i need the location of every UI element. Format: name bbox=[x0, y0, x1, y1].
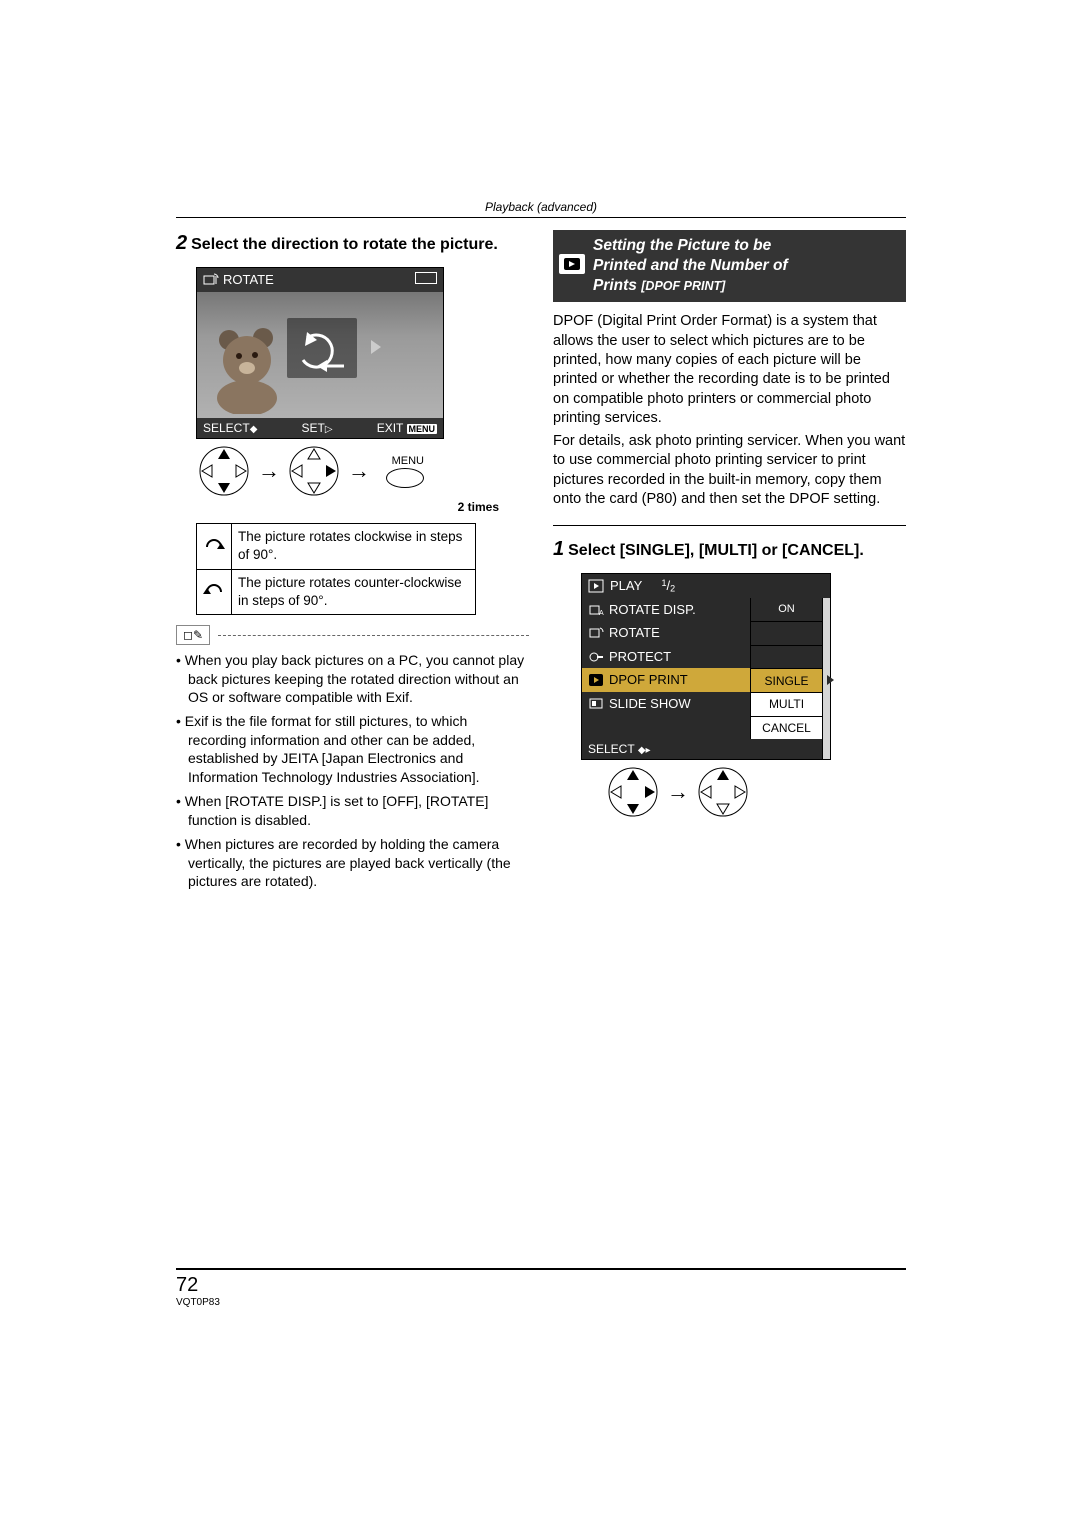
rotate-disp-icon: A bbox=[588, 603, 604, 617]
header-category: Playback (advanced) bbox=[176, 200, 906, 218]
play-menu-title: PLAY 1/2 bbox=[582, 574, 830, 598]
notes-divider: ◻✎ bbox=[176, 625, 529, 645]
dpad-sequence: → → MENU bbox=[198, 445, 529, 497]
menu-page: 1/2 bbox=[662, 577, 676, 595]
slideshow-icon bbox=[588, 697, 604, 711]
play-menu-illustration: PLAY 1/2 AROTATE DISP. ON ROTATE bbox=[553, 573, 906, 760]
rotate-direction-table: The picture rotates clockwise in steps o… bbox=[196, 523, 476, 615]
menu-row-cancel: CANCEL bbox=[582, 716, 822, 739]
dpof-menu-icon bbox=[588, 673, 604, 687]
notes-dashes bbox=[218, 635, 529, 636]
right-column: Setting the Picture to be Printed and th… bbox=[553, 230, 906, 897]
rotate-title-icon bbox=[203, 273, 219, 287]
dpof-paragraph-1: DPOF (Digital Print Order Format) is a s… bbox=[553, 312, 906, 428]
note-item: When you play back pictures on a PC, you… bbox=[176, 651, 529, 706]
menu-oval-icon bbox=[386, 468, 424, 488]
menu-row-slide-show: SLIDE SHOW MULTI bbox=[582, 692, 822, 716]
banner-line2: Printed and the Number of bbox=[593, 256, 898, 276]
table-row: The picture rotates clockwise in steps o… bbox=[197, 524, 476, 569]
menu-row-protect: PROTECT bbox=[582, 645, 822, 669]
lcd-footer: SELECT◆ SET▷ EXIT MENU bbox=[197, 418, 443, 439]
menu-select-bar: SELECT ◆▸ bbox=[582, 739, 822, 760]
rotate-direction-overlay bbox=[287, 318, 357, 378]
menu-button-graphic: MENU bbox=[386, 454, 424, 489]
note-item: When pictures are recorded by holding th… bbox=[176, 835, 529, 890]
arrow-right-icon: → bbox=[348, 456, 370, 486]
dpof-paragraph-2: For details, ask photo printing servicer… bbox=[553, 432, 906, 509]
rotate-cw-icon bbox=[197, 524, 232, 569]
play-icon bbox=[588, 579, 604, 593]
lcd-body bbox=[197, 292, 443, 418]
rotate-cw-text: The picture rotates clockwise in steps o… bbox=[232, 524, 476, 569]
lcd-footer-exit: EXIT MENU bbox=[377, 420, 437, 436]
lcd-title: ROTATE bbox=[223, 271, 274, 289]
menu-row-dpof-print: DPOF PRINT SINGLE bbox=[582, 668, 822, 692]
battery-icon bbox=[415, 272, 437, 284]
doc-code: VQT0P83 bbox=[176, 1297, 906, 1308]
rotate-ccw-text: The picture rotates counter-clockwise in… bbox=[232, 569, 476, 614]
dpof-banner-icon bbox=[559, 254, 585, 274]
dpof-section-banner: Setting the Picture to be Printed and th… bbox=[553, 230, 906, 302]
menu-row-rotate-disp: AROTATE DISP. ON bbox=[582, 598, 822, 622]
caption-2-times: 2 times bbox=[176, 499, 499, 515]
step1-text: Select [SINGLE], [MULTI] or [CANCEL]. bbox=[568, 542, 864, 559]
notes-list: When you play back pictures on a PC, you… bbox=[176, 651, 529, 891]
dpad-icon-4 bbox=[697, 766, 749, 818]
step1-heading: 1Select [SINGLE], [MULTI] or [CANCEL]. bbox=[553, 536, 906, 563]
banner-line3: Prints [DPOF PRINT] bbox=[593, 276, 898, 296]
svg-text:A: A bbox=[599, 610, 604, 617]
side-arrow-icon bbox=[827, 675, 834, 685]
table-row: The picture rotates counter-clockwise in… bbox=[197, 569, 476, 614]
rotate-lcd-illustration: ROTATE bbox=[196, 267, 444, 439]
step2-text: Select the direction to rotate the pictu… bbox=[191, 236, 498, 253]
two-columns: 2Select the direction to rotate the pict… bbox=[176, 230, 906, 897]
protect-icon bbox=[588, 650, 604, 664]
banner-line1: Setting the Picture to be bbox=[593, 236, 898, 256]
lcd-titlebar: ROTATE bbox=[197, 268, 443, 292]
dpad-icon-2 bbox=[288, 445, 340, 497]
note-item: When [ROTATE DISP.] is set to [OFF], [RO… bbox=[176, 792, 529, 829]
divider bbox=[553, 525, 906, 526]
menu-row-rotate: ROTATE bbox=[582, 621, 822, 645]
arrow-right-icon: → bbox=[258, 456, 280, 486]
right-indicator-icon bbox=[371, 340, 381, 354]
lcd-footer-select: SELECT◆ bbox=[203, 420, 257, 437]
menu-label: MENU bbox=[392, 455, 424, 467]
note-item: Exif is the file format for still pictur… bbox=[176, 712, 529, 786]
dpad-sequence-2: → bbox=[607, 766, 906, 818]
dpad-icon-1 bbox=[198, 445, 250, 497]
arrow-right-icon: → bbox=[667, 777, 689, 807]
page-content: Playback (advanced) 2Select the directio… bbox=[176, 200, 906, 897]
page-number: 72 bbox=[176, 1274, 906, 1297]
step-number-2: 2 bbox=[176, 232, 187, 254]
step-number-1: 1 bbox=[553, 538, 564, 560]
page-footer: 72 VQT0P83 bbox=[176, 1268, 906, 1308]
play-menu: PLAY 1/2 AROTATE DISP. ON ROTATE bbox=[581, 573, 831, 760]
rotate-menu-icon bbox=[588, 626, 604, 640]
rotate-ccw-icon bbox=[197, 569, 232, 614]
lcd-footer-set: SET▷ bbox=[302, 420, 333, 437]
notes-box-icon: ◻✎ bbox=[176, 625, 210, 645]
dpad-icon-3 bbox=[607, 766, 659, 818]
step2-heading: 2Select the direction to rotate the pict… bbox=[176, 230, 529, 257]
teddy-photo bbox=[203, 318, 293, 414]
left-column: 2Select the direction to rotate the pict… bbox=[176, 230, 529, 897]
